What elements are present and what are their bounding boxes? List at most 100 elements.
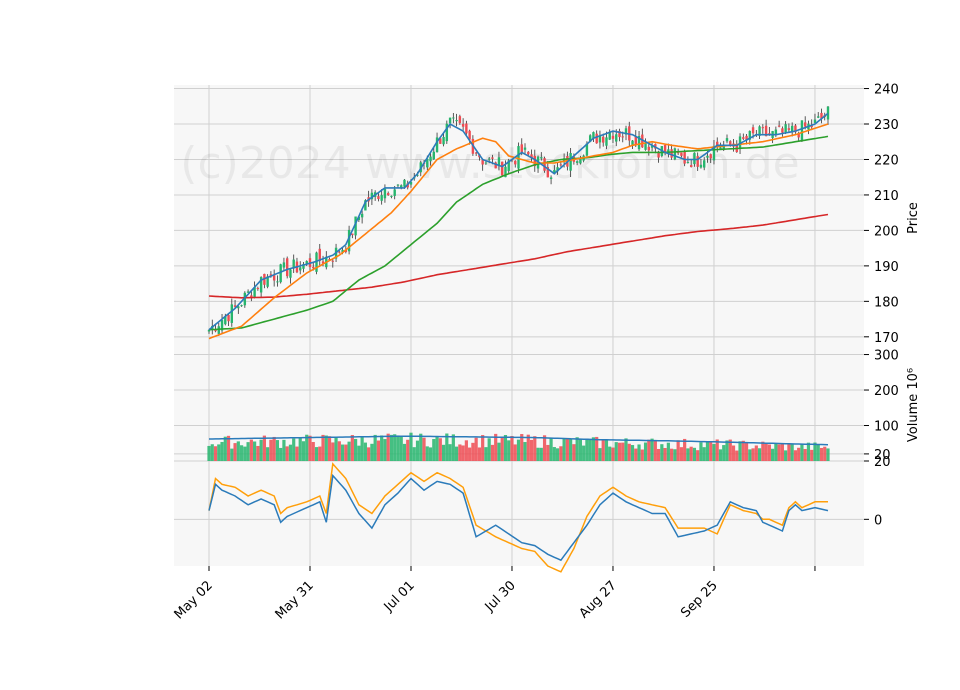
volume-tick-label: 300 xyxy=(874,349,899,364)
sma5-line xyxy=(208,112,829,331)
candle-body xyxy=(517,146,520,169)
volume-bar xyxy=(748,449,752,461)
candle-body xyxy=(729,141,732,145)
volume-bar xyxy=(386,433,390,461)
volume-bar xyxy=(582,445,586,461)
candle-body xyxy=(716,141,719,147)
x-tick-label: Jul 01 xyxy=(381,578,418,615)
volume-bar xyxy=(520,434,524,461)
candle-body xyxy=(386,193,390,196)
volume-bar xyxy=(806,442,811,461)
volume-bar xyxy=(383,439,387,461)
price-tick-label: 180 xyxy=(874,295,899,310)
candle-body xyxy=(781,128,784,133)
volume-bar xyxy=(699,442,703,461)
volume-bar xyxy=(771,448,775,461)
candle-body xyxy=(299,267,302,271)
candle-body xyxy=(357,216,361,221)
volume-bar xyxy=(360,436,364,461)
candle-body xyxy=(279,264,282,283)
oscillator-layer xyxy=(208,462,829,573)
volume-bar xyxy=(572,444,576,461)
volume-bar xyxy=(696,450,700,461)
volume-bar xyxy=(314,447,319,461)
volume-bar xyxy=(601,439,605,461)
candle-body xyxy=(703,160,706,168)
sma200-line xyxy=(208,213,829,299)
candle-body xyxy=(312,266,315,269)
price-tick-label: 230 xyxy=(874,118,899,133)
candle-body xyxy=(527,151,530,155)
volume-bar xyxy=(663,447,667,461)
volume-bar xyxy=(676,440,680,461)
volume-tick-label: 100 xyxy=(874,420,899,435)
volume-bar xyxy=(826,448,830,461)
candle-body xyxy=(360,213,364,218)
volume-bar xyxy=(233,443,237,461)
volume-bar xyxy=(510,436,514,461)
candle-body xyxy=(605,137,608,146)
oscillator-line2 xyxy=(208,462,828,573)
candle-body xyxy=(663,145,667,154)
candle-body xyxy=(657,151,660,158)
volume-bar xyxy=(634,448,638,461)
candle-body xyxy=(227,314,230,322)
candle-body xyxy=(680,152,683,156)
volume-bar xyxy=(256,445,260,461)
volume-bar xyxy=(591,437,596,461)
candle-body xyxy=(719,147,722,150)
candle-body xyxy=(569,153,572,171)
candle-body xyxy=(403,179,406,187)
candle-body xyxy=(497,157,501,167)
candle-body xyxy=(364,200,367,211)
candle-body xyxy=(549,177,553,180)
sma20-line xyxy=(208,135,829,331)
volume-bar xyxy=(780,443,784,461)
candle-body xyxy=(797,133,800,138)
volume-bar xyxy=(728,439,732,461)
price-tick-label: 170 xyxy=(874,331,899,346)
volume-bar xyxy=(526,434,530,461)
volume-bar xyxy=(725,440,729,461)
candle-body xyxy=(761,127,765,129)
volume-bar xyxy=(210,444,214,461)
volume-bar xyxy=(608,446,612,461)
volume-bar xyxy=(243,446,247,461)
candle-body xyxy=(748,130,752,140)
candle-body xyxy=(429,156,432,162)
candle-body xyxy=(305,261,308,264)
candle-body xyxy=(207,329,211,332)
volume-bar xyxy=(670,448,674,461)
candle-body xyxy=(501,161,504,176)
volume-bar xyxy=(767,444,771,461)
volume-bar xyxy=(604,439,609,461)
candle-body xyxy=(556,167,559,172)
candle-body xyxy=(246,291,250,293)
candle-body xyxy=(230,304,234,323)
volume-bar xyxy=(445,433,449,461)
volume-bar xyxy=(376,440,381,461)
volume-bar xyxy=(686,448,690,461)
candle-body xyxy=(777,125,781,127)
candle-body xyxy=(259,277,263,293)
candle-body xyxy=(240,305,243,307)
candle-body xyxy=(445,123,449,142)
volume-bar xyxy=(630,445,635,461)
volume-bar xyxy=(757,448,762,461)
candle-body xyxy=(432,151,435,160)
candle-body xyxy=(331,260,334,262)
x-tick-label: Aug 27 xyxy=(577,578,620,621)
candle-body xyxy=(650,145,654,148)
volume-bar xyxy=(617,442,622,461)
candle-body xyxy=(686,161,690,163)
volume-bar xyxy=(249,439,253,461)
candle-body xyxy=(487,158,491,160)
volume-bar xyxy=(239,445,244,461)
volume-bar xyxy=(549,438,553,461)
candle-body xyxy=(250,295,253,299)
volume-bar xyxy=(637,444,641,461)
oscillator-tick-label: 0 xyxy=(874,513,882,528)
price-tick-label: 240 xyxy=(874,83,899,98)
